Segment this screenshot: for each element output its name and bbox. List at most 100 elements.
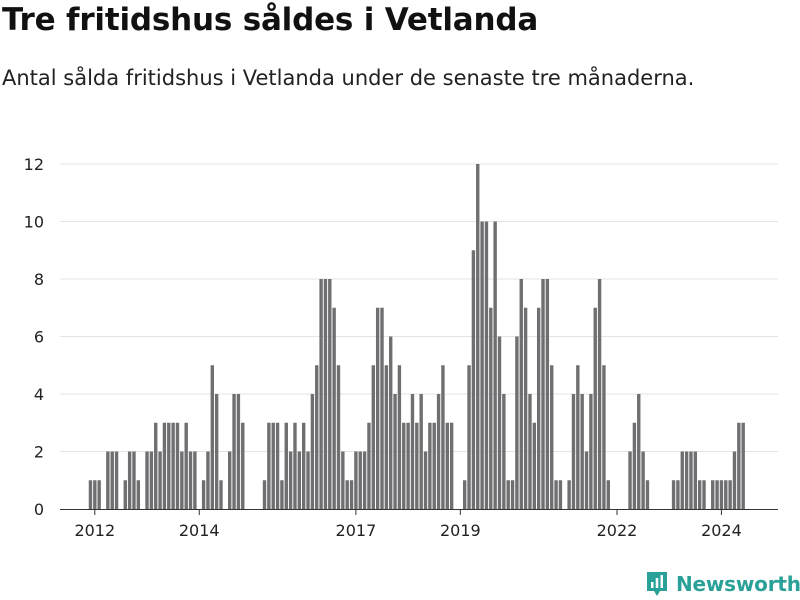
bar (510, 480, 515, 509)
bar (632, 422, 637, 509)
bar (106, 451, 110, 509)
bar (275, 422, 280, 509)
bar (671, 480, 676, 509)
bar (471, 250, 476, 509)
bar (288, 451, 293, 509)
x-tick-label: 2022 (597, 521, 638, 540)
bar (297, 451, 302, 509)
bar (606, 480, 610, 509)
bar (280, 480, 284, 509)
y-gridlines (60, 163, 778, 452)
x-axis: 2012 2014 2017 2019 2022 2024 (60, 509, 778, 540)
bar (493, 221, 497, 509)
bar (480, 221, 484, 509)
bar (628, 451, 632, 509)
bar (214, 394, 219, 509)
bar (323, 279, 328, 509)
bar (236, 394, 241, 509)
y-axis: 0 2 4 6 8 10 12 (24, 155, 44, 519)
bar (123, 480, 127, 509)
x-tick-label: 2014 (179, 521, 220, 540)
bar (97, 480, 101, 509)
bar (149, 451, 154, 509)
bar (506, 480, 510, 509)
bar (315, 365, 319, 509)
bar (349, 480, 354, 509)
bar (519, 279, 523, 509)
y-tick-label: 4 (34, 385, 44, 404)
y-tick-label: 8 (34, 270, 44, 289)
bar (528, 394, 532, 509)
bar (697, 480, 702, 509)
bar (436, 394, 441, 509)
bar (676, 480, 680, 509)
bar (397, 365, 402, 509)
bar (554, 480, 558, 509)
bar (271, 422, 275, 509)
bar (589, 394, 593, 509)
bar (145, 451, 149, 509)
bar (306, 451, 310, 509)
bar (432, 422, 436, 509)
newsworthy-logo-icon (647, 572, 667, 596)
brand-logo: Newsworthy (645, 568, 800, 600)
bar (680, 451, 684, 509)
bar (724, 480, 728, 509)
bar (576, 365, 580, 509)
bar (167, 422, 171, 509)
bar (358, 451, 362, 509)
bar (441, 365, 445, 509)
bar (732, 451, 737, 509)
bar (419, 394, 423, 509)
bar (645, 480, 650, 509)
bar (88, 480, 93, 509)
bar (371, 365, 375, 509)
bar (180, 451, 184, 509)
bar (319, 279, 323, 509)
bar (393, 394, 397, 509)
bar (341, 451, 345, 509)
bar (201, 480, 206, 509)
bar (641, 451, 645, 509)
bar (162, 422, 167, 509)
bar (228, 451, 232, 509)
bar (93, 480, 97, 509)
bar (580, 394, 584, 509)
bar (693, 451, 698, 509)
bar (310, 394, 315, 509)
bar (362, 451, 367, 509)
bar (354, 451, 358, 509)
bar (741, 422, 745, 509)
bar (489, 307, 493, 509)
bar (232, 394, 236, 509)
bar (175, 422, 180, 509)
bar (219, 480, 223, 509)
bar (375, 307, 380, 509)
bar (345, 480, 349, 509)
bar (171, 422, 175, 509)
bar (449, 422, 454, 509)
bar (301, 422, 306, 509)
bar (684, 451, 689, 509)
bar-series (88, 164, 745, 509)
bar (154, 422, 158, 509)
bar-chart: 0 2 4 6 8 10 12 2012 2014 2017 2019 2022 2024 3 (24, 0, 778, 540)
bar (188, 451, 193, 509)
bar (597, 279, 602, 509)
bar (532, 422, 537, 509)
bar (136, 480, 141, 509)
bar (515, 336, 519, 509)
bar (293, 422, 297, 509)
bar (702, 480, 706, 509)
x-tick-label: 2019 (440, 521, 481, 540)
bar (571, 394, 576, 509)
y-tick-label: 10 (24, 213, 44, 232)
bar (332, 307, 336, 509)
bar (284, 422, 288, 509)
bar (114, 451, 119, 509)
bar (550, 365, 554, 509)
annotations: 3 (751, 0, 762, 5)
bar (689, 451, 693, 509)
bar (184, 422, 188, 509)
bar (389, 336, 393, 509)
